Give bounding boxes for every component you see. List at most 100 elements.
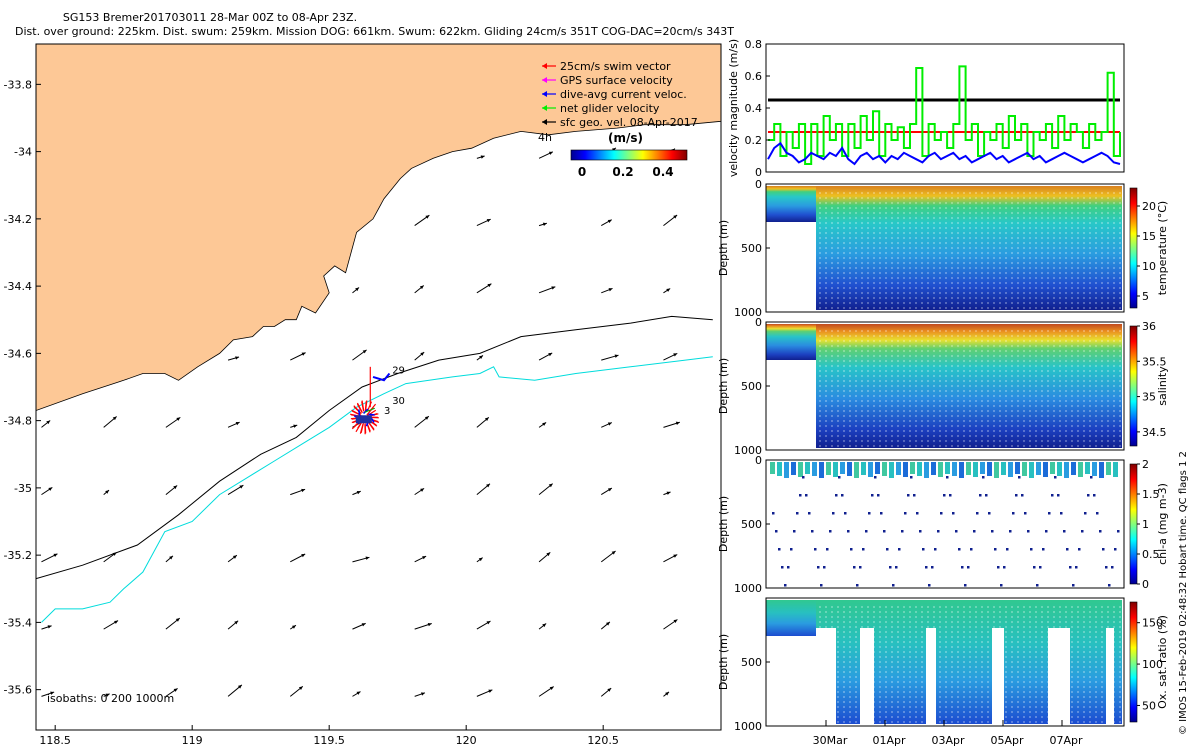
- chl-profile-mark: [868, 512, 871, 515]
- colorbar: [1129, 325, 1138, 447]
- chl-profile-mark: [1030, 548, 1033, 551]
- legend-label: dive-avg current veloc.: [560, 88, 687, 101]
- chl-profile-mark: [961, 566, 964, 569]
- geo-arrow-head: [673, 353, 678, 357]
- chlorophyll-panel: 0 500 1000 Depth (m) 0 0.5 1 1.5 2 chl-a (mg m-3): [717, 454, 1169, 595]
- colorbar-tick: 0: [578, 165, 586, 179]
- chl-profile-mark: [1111, 566, 1114, 569]
- geo-arrow-head: [605, 621, 610, 626]
- chl-profile-mark: [907, 494, 910, 497]
- chl-profile-mark: [1000, 584, 1003, 587]
- geo-arrow-head: [48, 487, 53, 491]
- ox-data-gap: [1048, 628, 1070, 726]
- chl-profile-mark: [775, 530, 778, 533]
- geo-arrow-head: [608, 288, 613, 292]
- chl-profile-mark: [973, 530, 976, 533]
- geo-arrow-head: [298, 686, 303, 690]
- glider-track: 29 303: [350, 366, 405, 435]
- chl-profile-mark: [946, 476, 949, 479]
- chl-profile-mark: [1093, 494, 1096, 497]
- geo-arrow-head: [301, 554, 306, 558]
- chl-surface-mark: [840, 462, 845, 474]
- geo-arrow-head: [355, 287, 360, 292]
- legend-label: sfc geo. vel. 08-Apr-2017: [560, 116, 698, 129]
- chl-surface-mark: [917, 462, 922, 476]
- chl-profile-mark: [916, 512, 919, 515]
- credit-text: © IMOS 15-Feb-2019 02:48:32 Hobart time.…: [1178, 451, 1189, 735]
- chl-surface-mark: [1085, 462, 1090, 474]
- chl-profile-mark: [778, 548, 781, 551]
- isobaths-label: isobaths: 0 200 1000m: [47, 692, 174, 705]
- geo-arrow-head: [551, 286, 556, 290]
- y-axis-label: Depth (m): [717, 358, 730, 414]
- colorbar: [1129, 463, 1138, 585]
- chl-profile-mark: [814, 548, 817, 551]
- y-tick-label: 0: [755, 454, 762, 467]
- chl-surface-mark: [868, 462, 873, 477]
- geo-arrow-head: [239, 485, 244, 489]
- chl-profile-mark: [1057, 494, 1060, 497]
- geo-arrow-head: [479, 355, 483, 360]
- figure-title: SG153 Bremer201703011 28-Mar 00Z to 08-A…: [62, 11, 358, 24]
- chl-profile-mark: [1099, 530, 1102, 533]
- chl-profile-mark: [838, 476, 841, 479]
- chl-surface-mark: [819, 462, 824, 478]
- geo-arrow-head: [169, 555, 173, 560]
- geo-arrow-head: [673, 214, 678, 219]
- chl-profile-mark: [979, 494, 982, 497]
- y-axis-label: velocity magnitude (m/s): [727, 39, 740, 177]
- legend-arrowhead: [542, 63, 547, 69]
- geo-arrow-head: [422, 556, 427, 560]
- colorbar-label: Ox. sat. ratio (%): [1156, 615, 1169, 709]
- chl-profile-mark: [1027, 530, 1030, 533]
- chl-profile-mark: [1021, 494, 1024, 497]
- geo-arrow-head: [549, 686, 554, 691]
- geo-arrow-head: [546, 552, 551, 557]
- chl-surface-mark: [980, 462, 985, 474]
- chl-profile-mark: [988, 512, 991, 515]
- velocity-panel: 0 0.2 0.4 0.6 0.8 velocity magnitude (m/s): [727, 38, 1125, 179]
- geo-arrow-head: [548, 483, 553, 488]
- chl-profile-mark: [991, 530, 994, 533]
- y-tick-label: 0.2: [745, 134, 763, 147]
- y-tick-label: -34.8: [4, 415, 32, 428]
- chl-profile-mark: [829, 530, 832, 533]
- legend-arrowhead: [542, 119, 547, 125]
- geo-arrow-head: [488, 689, 493, 693]
- geo-arrow-head: [673, 554, 678, 558]
- geo-arrow-head: [301, 352, 306, 356]
- chl-surface-mark: [791, 462, 796, 475]
- chl-surface-mark: [1050, 462, 1055, 474]
- chl-profile-mark: [808, 512, 811, 515]
- chl-surface-mark: [1043, 462, 1048, 477]
- chl-profile-mark: [967, 566, 970, 569]
- speed-colorbar: [570, 149, 688, 161]
- geo-arrow-head: [427, 622, 432, 627]
- geo-arrow-head: [47, 625, 52, 629]
- chl-surface-mark: [805, 462, 810, 474]
- x-tick-label: 01Apr: [872, 734, 906, 747]
- ox-data-gap: [1106, 628, 1114, 726]
- section-fill-shallow: [766, 324, 816, 360]
- chl-profile-mark: [874, 476, 877, 479]
- isobath-200m: [36, 315, 713, 580]
- ox-data-gap: [860, 628, 874, 726]
- chl-profile-mark: [1096, 512, 1099, 515]
- chl-profile-mark: [1072, 584, 1075, 587]
- chl-profile-mark: [820, 584, 823, 587]
- chl-profile-mark: [817, 566, 820, 569]
- chl-profile-mark: [925, 566, 928, 569]
- velocity-axes: [765, 43, 1125, 173]
- chl-profile-mark: [910, 476, 913, 479]
- geo-arrow-head: [105, 693, 110, 697]
- swim-vector: [367, 421, 375, 431]
- chl-surface-mark: [952, 462, 957, 476]
- chl-profile-mark: [886, 548, 889, 551]
- chl-surface-mark: [1106, 462, 1111, 475]
- chl-surface-mark: [959, 462, 964, 478]
- ox-data-gap: [992, 628, 1004, 726]
- swim-vector: [356, 402, 363, 413]
- chl-profile-mark: [1045, 530, 1048, 533]
- chl-profile-mark: [877, 494, 880, 497]
